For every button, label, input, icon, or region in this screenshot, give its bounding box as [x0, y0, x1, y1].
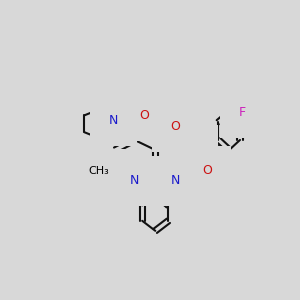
Text: N: N	[171, 174, 180, 187]
Text: N: N	[190, 143, 199, 157]
Text: N: N	[130, 174, 139, 187]
Text: O: O	[203, 164, 213, 177]
Text: CH₃: CH₃	[88, 166, 109, 176]
Text: O: O	[170, 120, 180, 134]
Text: O: O	[140, 109, 149, 122]
Text: F: F	[239, 106, 246, 119]
Text: N: N	[109, 114, 118, 127]
